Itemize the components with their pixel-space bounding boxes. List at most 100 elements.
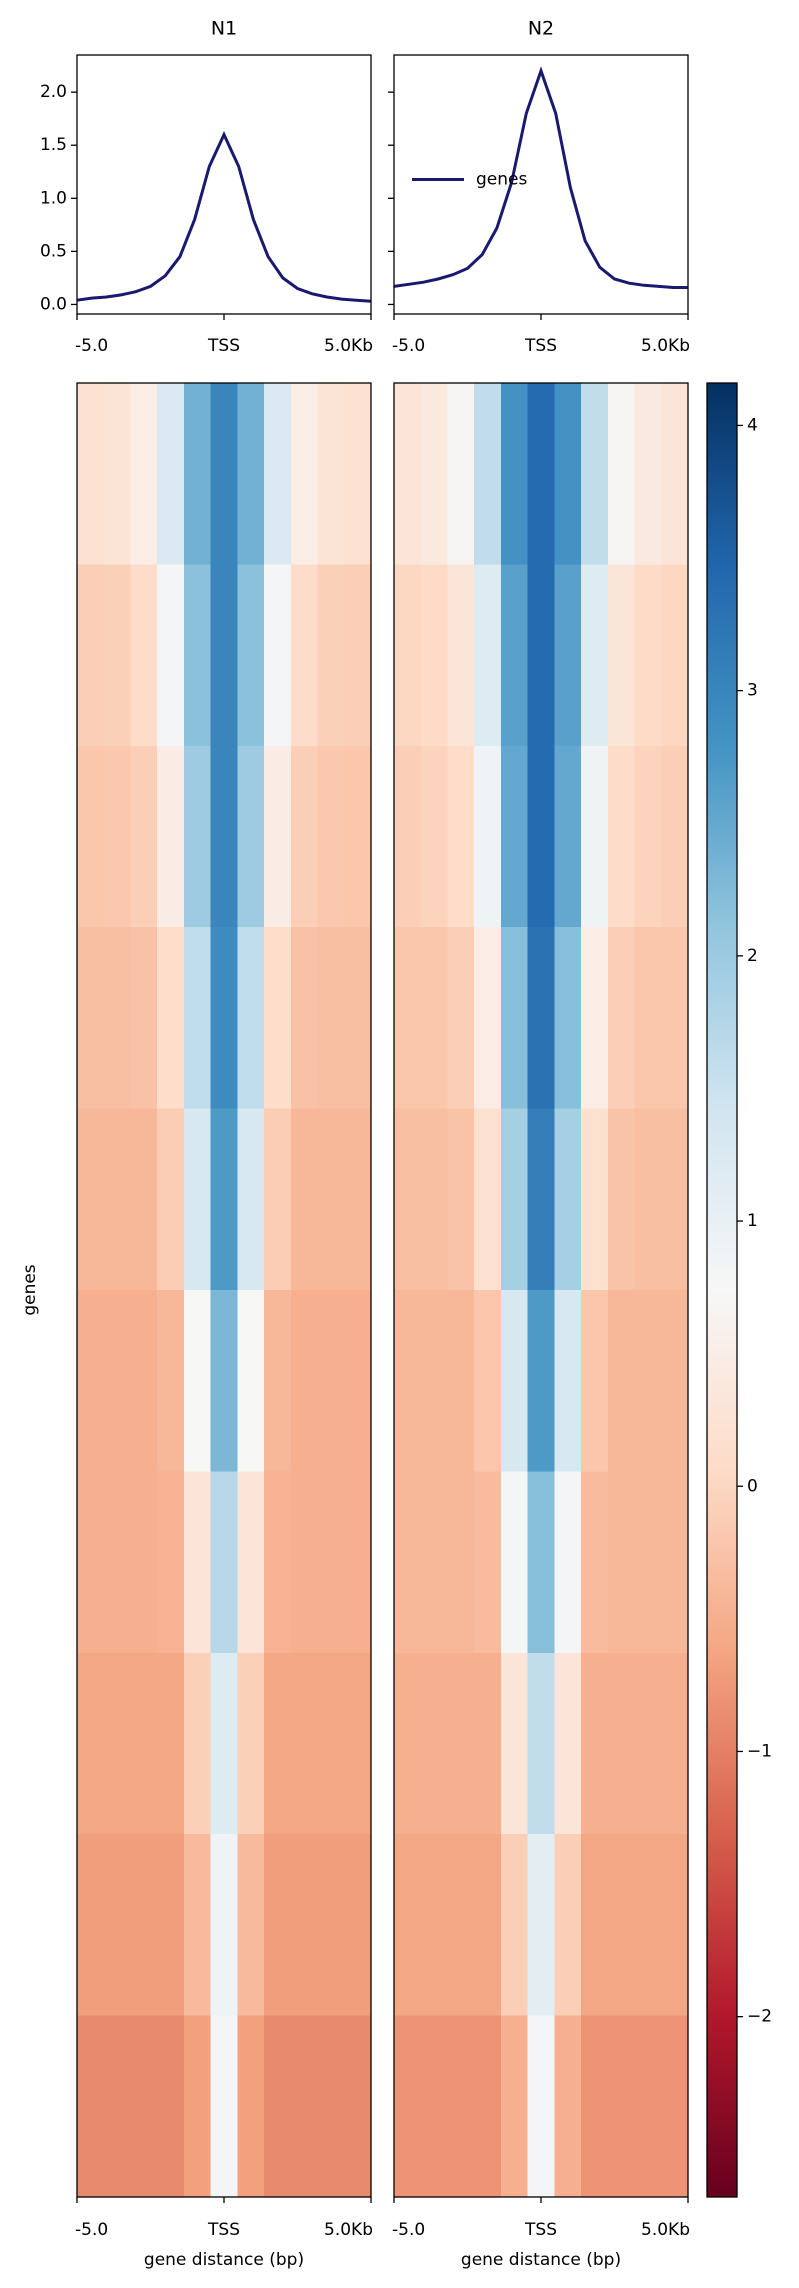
heatmap-cell [210, 2015, 238, 2198]
heatmap-cell [237, 2015, 265, 2198]
heatmap-cell [447, 383, 475, 565]
x-tick-label: -5.0 [392, 336, 425, 356]
heatmap-cell [264, 1108, 292, 1291]
heatmap-cell [447, 564, 475, 747]
heatmap-cell [103, 1471, 132, 1654]
heatmap-cell [183, 927, 212, 1110]
x-tick-label: 5.0Kb [324, 2220, 373, 2240]
heatmap-cell [130, 1834, 158, 2017]
heatmap-cell [317, 2015, 345, 2198]
heatmap-cell [581, 927, 609, 1110]
heatmap-cell [394, 927, 422, 1110]
heatmap-cell [77, 1471, 105, 1654]
heatmap-cell [500, 383, 529, 565]
heatmap-cell [634, 564, 662, 747]
heatmap-cell [157, 1834, 185, 2017]
heatmap-cell [581, 564, 609, 747]
heatmap-cell [157, 745, 185, 928]
panel-title: N1 [211, 18, 237, 40]
heatmap-cell [661, 927, 689, 1110]
heatmap-cell [500, 564, 529, 747]
heatmap-cell [264, 1834, 292, 2017]
heatmap-cell [344, 1471, 372, 1654]
heatmap-cell [447, 1290, 475, 1472]
heatmap-cell [581, 1834, 609, 2017]
heatmap-cell [420, 1471, 449, 1654]
heatmap-cell [554, 1834, 582, 2017]
heatmap-cell [474, 1652, 502, 1835]
heatmap-cell [264, 1290, 292, 1472]
heatmap-cell [317, 1834, 345, 2017]
heatmap-cell [420, 1834, 449, 2017]
heatmap-cell [77, 1290, 105, 1472]
heatmap-cell [290, 2015, 319, 2198]
heatmap-cell [210, 1471, 238, 1654]
heatmap-cell [634, 1652, 662, 1835]
heatmap-cell [581, 745, 609, 928]
heatmap-cell [317, 927, 345, 1110]
heatmap-cell [474, 1834, 502, 2017]
heatmap-cell [447, 2015, 475, 2198]
heatmap-cell [554, 745, 582, 928]
heatmap-cell [77, 745, 105, 928]
heatmap-cell [210, 927, 238, 1110]
heatmap-cell [264, 1471, 292, 1654]
y-tick-label: 1.0 [40, 188, 67, 208]
heatmap-cell [581, 1290, 609, 1472]
heatmap-cell [264, 383, 292, 565]
heatmap-cell [103, 927, 132, 1110]
heatmap-cell [183, 2015, 212, 2198]
heatmap-cell [290, 1652, 319, 1835]
heatmap-cell [183, 1290, 212, 1472]
heatmap-cell [237, 383, 265, 565]
heatmap-cell [420, 2015, 449, 2198]
heatmap-cell [661, 383, 689, 565]
heatmap-cell [634, 1834, 662, 2017]
x-tick-label: 5.0Kb [324, 336, 373, 356]
heatmap-cell [661, 564, 689, 747]
heatmap-cell [527, 1471, 555, 1654]
heatmap-cell [290, 383, 319, 565]
x-tick-label: -5.0 [75, 336, 108, 356]
x-tick-label: 5.0Kb [641, 2220, 690, 2240]
colorbar-tick-label: 4 [747, 415, 758, 435]
heatmap-cell [474, 564, 502, 747]
heatmap-cell [394, 1290, 422, 1472]
heatmap-cell [554, 1290, 582, 1472]
heatmap-cell [661, 1108, 689, 1291]
profile-frame [393, 54, 689, 315]
heatmap-cell [130, 1290, 158, 1472]
heatmap-cell [130, 2015, 158, 2198]
heatmap-cell [447, 745, 475, 928]
profile-frame [76, 54, 372, 315]
heatmap-cell [103, 2015, 132, 2198]
heatmap [394, 383, 689, 2198]
heatmap-cell [237, 927, 265, 1110]
heatmap-cell [130, 927, 158, 1110]
heatmap-cell [157, 1652, 185, 1835]
heatmap-cell [237, 1290, 265, 1472]
heatmap-cell [607, 383, 636, 565]
heatmap-cell [290, 1471, 319, 1654]
heatmap-cell [290, 745, 319, 928]
heatmap-cell [474, 745, 502, 928]
heatmap-cell [394, 1108, 422, 1291]
heatmap-cell [607, 927, 636, 1110]
heatmap-cell [210, 1108, 238, 1291]
heatmap-cell [500, 1652, 529, 1835]
heatmap-cell [344, 1108, 372, 1291]
y-tick-label: 2.0 [40, 82, 67, 102]
profile-line [76, 131, 372, 303]
legend-label: genes [476, 170, 527, 190]
heatmap-cell [344, 927, 372, 1110]
heatmap-cell [344, 745, 372, 928]
heatmap-cell [290, 1834, 319, 2017]
heatmap-cell [157, 2015, 185, 2198]
heatmap-cell [344, 383, 372, 565]
heatmap-cell [130, 1652, 158, 1835]
heatmap-cell [420, 927, 449, 1110]
heatmap-cell [264, 927, 292, 1110]
heatmap-cell [130, 1471, 158, 1654]
colorbar-tick-label: −1 [747, 1741, 772, 1761]
